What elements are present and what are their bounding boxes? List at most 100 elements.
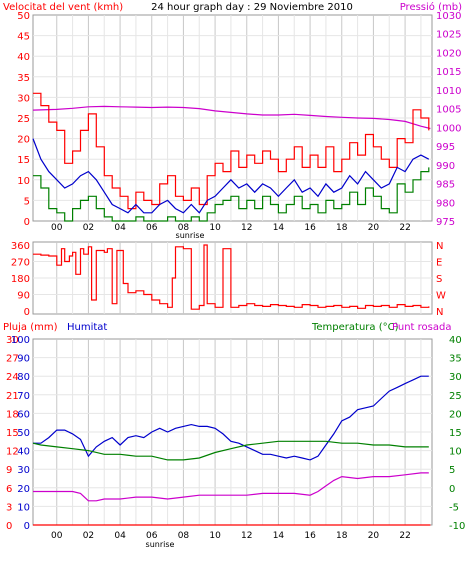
- humidity-tick-label: 10: [17, 502, 30, 513]
- temperature-tick-label: 0: [449, 484, 455, 495]
- direction-series: [33, 244, 430, 310]
- temperature-tick-label: -10: [449, 521, 465, 532]
- x-tick-label: 18: [336, 223, 348, 233]
- wind-x-ticks: 00 02 04 06 08 10 12 14 16 18 20 22: [51, 223, 411, 233]
- x-tick-label: 16: [304, 531, 316, 541]
- pressure-tick-label: 985: [436, 180, 455, 191]
- x-tick-label: 10: [209, 531, 221, 541]
- direction-panel-grid: [33, 242, 432, 314]
- temperature-tick-label: 5: [449, 465, 455, 476]
- pressure-axis-label: Pressió (mb): [400, 1, 462, 13]
- temperature-tick-label: 40: [449, 335, 462, 346]
- x-tick-label: 14: [273, 223, 285, 233]
- temperature-label: Temperatura (°C): [311, 322, 399, 333]
- pressure-tick-label: 1025: [436, 30, 461, 41]
- x-tick-label: 08: [178, 223, 190, 233]
- temperature-tick-label: 30: [449, 372, 462, 383]
- x-tick-label: 14: [273, 531, 285, 541]
- x-tick-label: 06: [146, 531, 158, 541]
- wind-gust-line: [33, 92, 430, 210]
- x-tick-label: 12: [241, 223, 252, 233]
- humidity-tick-label: 30: [17, 465, 30, 476]
- wind-tick-label: 40: [17, 52, 30, 63]
- wind-direction-line: [33, 244, 430, 310]
- rain-tick-label: 3: [6, 502, 12, 513]
- temperature-x-ticks: 00 02 04 06 08 10 12 14 16 18 20 22: [51, 531, 411, 541]
- wind-tick-label: 25: [17, 114, 30, 125]
- x-tick-label: 16: [304, 223, 316, 233]
- compass-tick-label: E: [436, 258, 442, 269]
- rain-tick-label: 15: [6, 428, 19, 439]
- chart-title: 24 hour graph day : 29 Noviembre 2010: [151, 2, 353, 13]
- wind-speed-line: [32, 138, 430, 214]
- x-tick-label: 06: [146, 223, 158, 233]
- direction-tick-label: 360: [11, 241, 30, 252]
- wind-tick-label: 15: [17, 155, 30, 166]
- x-tick-label: 20: [368, 223, 380, 233]
- rain-axis-label: Pluja (mm): [3, 322, 58, 333]
- pressure-tick-label: 1030: [436, 11, 461, 22]
- wind-tick-label: 0: [24, 217, 30, 228]
- humidity-y-ticks: 0 10 20 30 40 50 60 70 80 90 100: [11, 335, 30, 532]
- humidity-tick-label: 0: [24, 521, 30, 532]
- pressure-tick-label: 1010: [436, 86, 461, 97]
- x-tick-label: 04: [114, 531, 126, 541]
- humidity-label: Humitat: [67, 322, 107, 333]
- compass-tick-label: N: [436, 241, 443, 252]
- rain-tick-label: 9: [6, 465, 12, 476]
- humidity-tick-label: 90: [17, 354, 30, 365]
- wind-tick-label: 20: [17, 135, 30, 146]
- temperature-line: [32, 440, 429, 461]
- rain-tick-label: 18: [6, 409, 19, 420]
- temperature-humidity-series: [32, 375, 431, 526]
- wind-direction-speed-line: [33, 167, 430, 222]
- pressure-tick-label: 1005: [436, 105, 461, 116]
- x-tick-label: 02: [83, 531, 94, 541]
- dewpoint-line: [33, 472, 429, 502]
- rain-y-ticks: 0 3 6 9 12 15 18 21 24 27 30: [6, 335, 19, 532]
- rain-tick-label: 12: [6, 447, 19, 458]
- sunrise-label-bottom: sunrise: [146, 540, 175, 549]
- humidity-line: [33, 375, 429, 461]
- wind-tick-label: 50: [17, 11, 30, 22]
- temperature-tick-label: 25: [449, 391, 462, 402]
- rain-tick-label: 6: [6, 484, 12, 495]
- humidity-tick-label: 40: [17, 447, 30, 458]
- temperature-tick-label: 15: [449, 428, 462, 439]
- direction-y-ticks: 0 90 180 270 360: [11, 241, 30, 318]
- pressure-tick-label: 995: [436, 142, 455, 153]
- x-tick-label: 04: [114, 223, 126, 233]
- temperature-tick-label: 35: [449, 354, 462, 365]
- direction-tick-label: 180: [11, 274, 30, 285]
- rain-tick-label: 21: [6, 391, 19, 402]
- wind-pressure-series: [32, 92, 431, 222]
- temperature-tick-label: 10: [449, 447, 462, 458]
- x-tick-label: 18: [336, 531, 348, 541]
- temperature-y-ticks: -10 -5 0 5 10 15 20 25 30 35 40: [449, 335, 465, 532]
- sunrise-label-top: sunrise: [176, 231, 205, 240]
- humidity-tick-label: 70: [17, 391, 30, 402]
- x-tick-label: 00: [51, 223, 63, 233]
- pressure-line: [32, 105, 431, 130]
- wind-tick-label: 10: [17, 176, 30, 187]
- temperature-tick-label: -5: [449, 502, 459, 513]
- wind-y-ticks: 0 5 10 15 20 25 30 35 40 45 50: [17, 11, 30, 228]
- humidity-tick-label: 50: [17, 428, 30, 439]
- humidity-tick-label: 60: [17, 409, 30, 420]
- x-tick-label: 02: [83, 223, 94, 233]
- humidity-tick-label: 100: [11, 335, 30, 346]
- dewpoint-label: Punt rosada: [392, 322, 451, 333]
- direction-tick-label: 270: [11, 258, 30, 269]
- x-tick-label: 22: [399, 223, 410, 233]
- pressure-tick-label: 980: [436, 198, 455, 209]
- pressure-tick-label: 975: [436, 217, 455, 228]
- wind-tick-label: 5: [24, 196, 30, 207]
- compass-tick-label: W: [436, 291, 446, 302]
- wind-tick-label: 30: [17, 93, 30, 104]
- humidity-tick-label: 80: [17, 372, 30, 383]
- pressure-tick-label: 990: [436, 161, 455, 172]
- x-tick-label: 10: [209, 223, 221, 233]
